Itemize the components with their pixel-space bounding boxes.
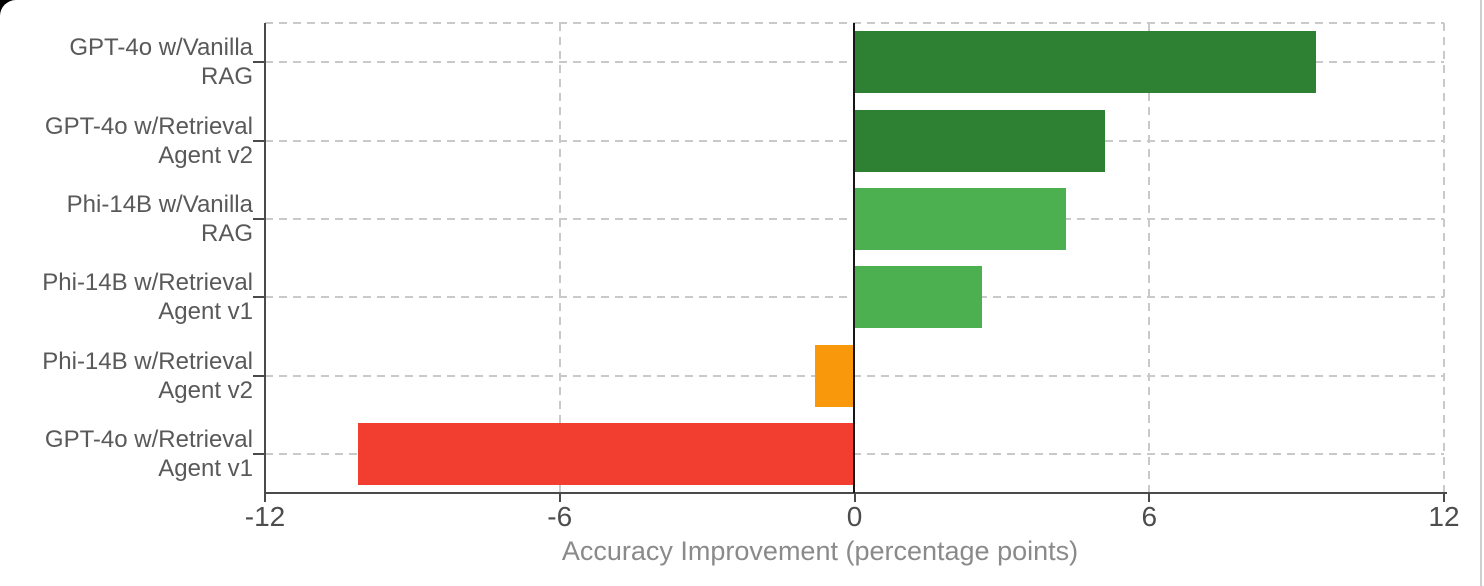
bar-phi-14b-w-retrieval-agent-v1 [854,266,983,329]
bar-gpt-4o-w-vanilla-rag [854,31,1317,94]
y-tick-label: Phi-14B w/Retrieval Agent v1 [42,269,253,326]
y-tick-label: GPT-4o w/Retrieval Agent v2 [44,112,253,169]
y-tick [253,296,264,299]
v-gridline [558,23,561,493]
x-tick-label: 12 [1428,501,1460,532]
x-tick [558,493,561,502]
x-axis-spine [264,492,1447,494]
y-tick [253,452,264,455]
v-gridline [1148,23,1151,493]
x-tick-label: 0 [846,501,863,532]
y-tick-label: Phi-14B w/Vanilla RAG [66,190,253,247]
x-tick [264,493,266,502]
x-tick-label: 6 [1141,501,1158,532]
y-tick-label: GPT-4o w/Vanilla RAG [69,34,253,91]
y-axis-spine [264,23,266,493]
y-tick [253,217,264,220]
y-tick [253,61,264,64]
bar-gpt-4o-w-retrieval-agent-v2 [854,109,1106,172]
x-tick [1148,493,1151,502]
window-right-edge [1480,0,1482,586]
v-gridline [1443,23,1445,493]
y-tick-label: Phi-14B w/Retrieval Agent v2 [42,347,253,404]
x-tick-label: -12 [244,501,286,532]
x-tick [1443,493,1445,502]
x-tick [853,493,856,502]
x-axis-title: Accuracy Improvement (percentage points) [561,536,1079,566]
x-tick-label: -6 [547,501,573,532]
bar-phi-14b-w-retrieval-agent-v2 [815,344,855,407]
y-tick-label: GPT-4o w/Retrieval Agent v1 [44,425,253,482]
y-tick [253,139,264,142]
bar-phi-14b-w-vanilla-rag [854,187,1066,250]
zero-baseline [853,23,855,493]
y-tick [253,374,264,377]
bar-gpt-4o-w-retrieval-agent-v1 [358,422,855,485]
